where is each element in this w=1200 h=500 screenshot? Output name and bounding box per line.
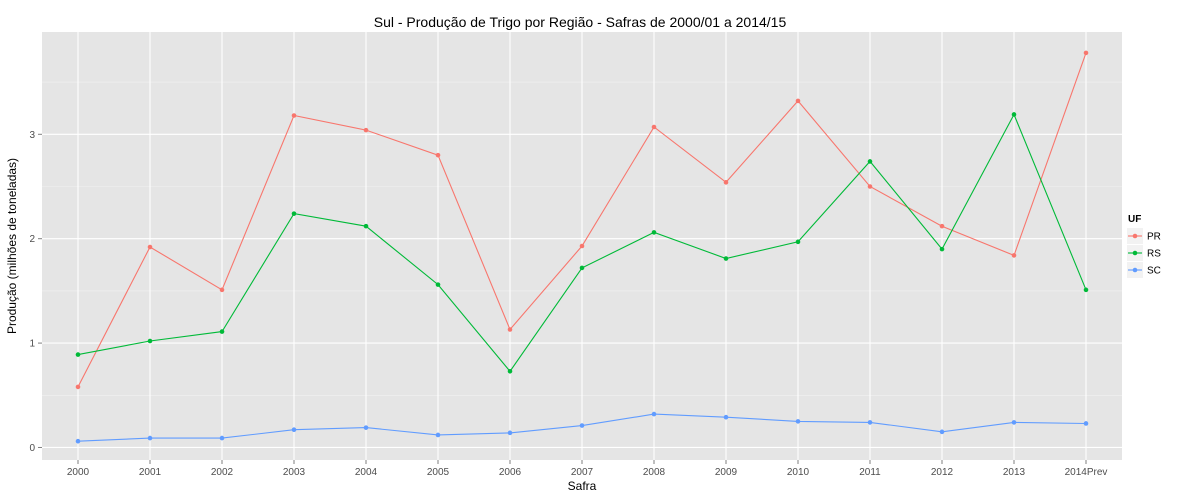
x-tick-label: 2000 — [67, 467, 90, 478]
x-tick-label: 2010 — [787, 467, 810, 478]
x-tick-label: 2012 — [931, 467, 954, 478]
data-point — [1083, 287, 1089, 293]
data-point — [939, 223, 945, 229]
data-point — [435, 432, 441, 438]
legend-item-rs: RS — [1127, 245, 1161, 261]
legend-label: RS — [1147, 249, 1161, 260]
chart-title: Sul - Produção de Trigo por Região - Saf… — [374, 14, 787, 30]
series-rs — [75, 112, 1089, 374]
data-point — [939, 429, 945, 435]
legend-title: UF — [1128, 214, 1141, 225]
data-point — [363, 127, 369, 133]
data-point — [723, 180, 729, 185]
x-tick-label: 2008 — [643, 467, 666, 478]
data-point — [507, 368, 513, 374]
data-point — [867, 184, 873, 189]
data-point — [795, 239, 801, 245]
data-point — [1083, 421, 1089, 426]
data-point — [651, 230, 657, 235]
data-point — [291, 113, 297, 118]
data-point — [507, 327, 513, 332]
data-point — [75, 438, 81, 444]
legend-item-sc: SC — [1127, 262, 1161, 278]
x-tick-label: 2002 — [211, 467, 234, 478]
legend-label: SC — [1147, 266, 1161, 277]
x-tick-label: 2006 — [499, 467, 522, 478]
legend-key-point — [1132, 233, 1138, 239]
legend-item-pr: PR — [1127, 228, 1161, 244]
data-point — [579, 243, 585, 249]
data-point — [435, 282, 441, 287]
x-axis-title: Safra — [568, 479, 597, 493]
data-point — [579, 265, 585, 271]
data-point — [435, 152, 441, 158]
legend-key-point — [1132, 250, 1138, 256]
data-point — [723, 414, 729, 420]
data-point — [147, 435, 153, 441]
data-point — [507, 430, 513, 436]
x-tick-label: 2003 — [283, 467, 306, 478]
y-tick-label: 1 — [29, 339, 35, 350]
data-point — [75, 384, 81, 390]
legend-key-point — [1132, 267, 1138, 273]
x-tick-label: 2009 — [715, 467, 738, 478]
data-point — [867, 420, 873, 425]
data-point — [147, 338, 153, 344]
series-layer — [75, 50, 1089, 444]
data-point — [795, 419, 801, 424]
x-tick-label: 2005 — [427, 467, 450, 478]
data-point — [291, 211, 297, 216]
y-tick-label: 3 — [29, 130, 35, 141]
data-point — [723, 256, 729, 261]
data-point — [939, 246, 945, 252]
legend-label: PR — [1147, 232, 1161, 243]
y-axis: 0 1 2 3 — [29, 130, 42, 454]
data-point — [291, 427, 297, 433]
data-point — [1011, 420, 1017, 425]
legend: UF PR RS SC — [1127, 214, 1161, 278]
data-point — [651, 411, 657, 417]
data-point — [795, 98, 801, 104]
x-tick-label: 2001 — [139, 467, 162, 478]
data-point — [363, 425, 369, 430]
data-point — [363, 223, 369, 229]
y-tick-label: 2 — [29, 234, 35, 245]
data-point — [1083, 50, 1089, 56]
data-point — [75, 352, 81, 357]
y-axis-title: Produção (milhões de toneladas) — [5, 158, 19, 334]
data-point — [147, 244, 153, 250]
x-tick-label: 2007 — [571, 467, 594, 478]
data-point — [579, 423, 585, 428]
x-tick-label: 2011 — [859, 467, 881, 478]
x-tick-label: 2014Prev — [1065, 467, 1108, 478]
data-point — [219, 287, 225, 293]
data-point — [651, 124, 657, 130]
x-tick-label: 2004 — [355, 467, 378, 478]
data-point — [1011, 253, 1017, 258]
data-point — [1011, 112, 1017, 117]
x-tick-label: 2013 — [1003, 467, 1026, 478]
series-pr — [75, 50, 1089, 390]
data-point — [867, 159, 873, 164]
x-axis: 2000 2001 2002 2003 2004 2005 2006 2007 2008 2009… — [67, 460, 1108, 478]
data-point — [219, 435, 225, 441]
data-point — [219, 329, 225, 334]
y-tick-label: 0 — [29, 443, 35, 454]
series-sc — [75, 411, 1089, 444]
